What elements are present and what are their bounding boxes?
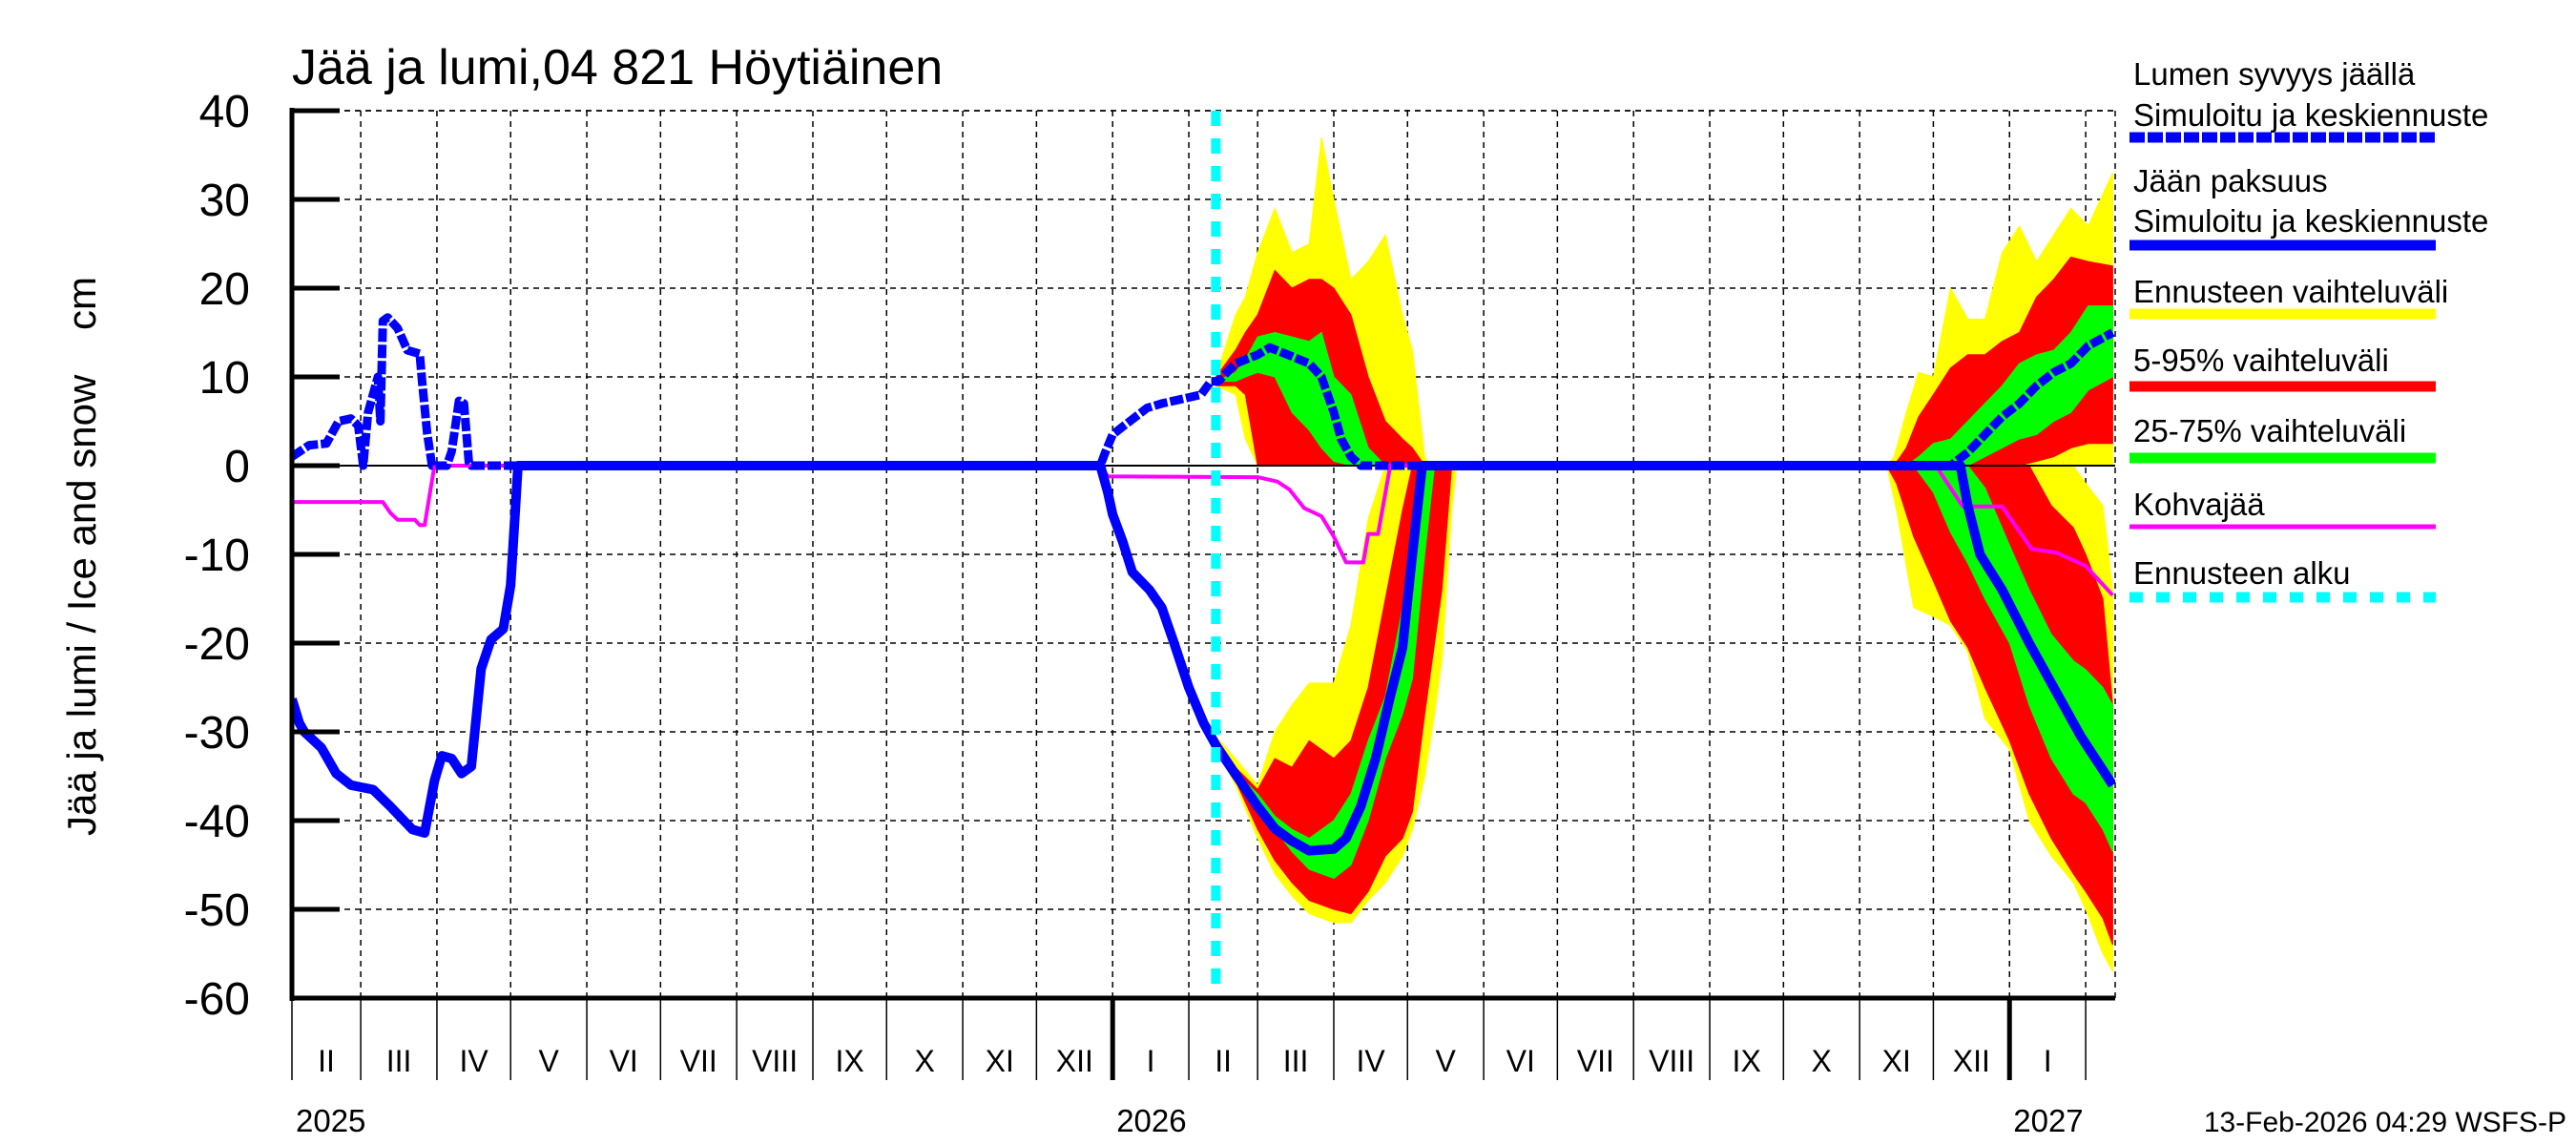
month-label: IX <box>836 1044 864 1078</box>
year-label: 2025 <box>296 1103 365 1138</box>
legend-range-25-75: 25-75% vaihteluväli <box>2129 413 2436 464</box>
legend-label: Kohvajää <box>2133 487 2265 522</box>
legend-ice-thickness: Jään paksuus Simuloitu ja keskiennuste <box>2129 163 2488 251</box>
month-label: IV <box>459 1044 488 1078</box>
grid <box>292 110 2116 998</box>
legend-label: Jään paksuus <box>2133 163 2328 198</box>
month-label: II <box>1215 1044 1232 1078</box>
chart-title: Jää ja lumi,04 821 Höytiäinen <box>292 40 943 95</box>
month-label: VII <box>680 1044 717 1078</box>
legend-label: Simuloitu ja keskiennuste <box>2133 97 2488 133</box>
month-label: X <box>1812 1044 1832 1078</box>
month-label: VIII <box>752 1044 798 1078</box>
legend: Lumen syvyys jäällä Simuloitu ja keskienn… <box>2129 56 2488 603</box>
month-label: I <box>1147 1044 1155 1078</box>
month-label: VI <box>1506 1044 1535 1078</box>
month-label: XI <box>986 1044 1014 1078</box>
month-label: X <box>915 1044 935 1078</box>
month-label: XII <box>1953 1044 1990 1078</box>
range-band-25-75 <box>1215 331 1430 467</box>
month-label: IX <box>1733 1044 1761 1078</box>
y-tick-label: -10 <box>184 531 250 581</box>
legend-range-5-95: 5-95% vaihteluväli <box>2129 343 2436 392</box>
y-tick-label: 10 <box>199 353 250 404</box>
legend-label: Lumen syvyys jäällä <box>2133 56 2416 92</box>
legend-label: 25-75% vaihteluväli <box>2133 413 2406 448</box>
y-tick-label: -20 <box>184 619 250 670</box>
month-label: I <box>2044 1044 2052 1078</box>
y-tick-label: 40 <box>199 87 250 137</box>
legend-slush-ice: Kohvajää <box>2129 487 2436 530</box>
month-label: XII <box>1056 1044 1093 1078</box>
legend-label: 5-95% vaihteluväli <box>2133 343 2389 378</box>
y-tick-label: -50 <box>184 885 250 936</box>
year-label: 2027 <box>2013 1103 2083 1138</box>
legend-snow-depth: Lumen syvyys jäällä Simuloitu ja keskienn… <box>2129 56 2488 143</box>
y-tick-label: 0 <box>224 442 250 492</box>
y-tick-label: 20 <box>199 264 250 315</box>
month-label: III <box>1283 1044 1309 1078</box>
y-tick-label: -30 <box>184 708 250 759</box>
legend-label: Simuloitu ja keskiennuste <box>2133 203 2488 239</box>
legend-label: Ennusteen alku <box>2133 555 2351 591</box>
month-label: V <box>538 1044 559 1078</box>
month-label: VIII <box>1649 1044 1694 1078</box>
year-label: 2026 <box>1116 1103 1186 1138</box>
y-tick-label: -60 <box>184 974 250 1025</box>
snow-depth-line <box>292 313 2115 470</box>
ice-thickness-line <box>292 461 2115 856</box>
month-label: VI <box>610 1044 638 1078</box>
forecast-bands <box>1215 136 2113 974</box>
y-tick-label: -40 <box>184 797 250 847</box>
month-label: IV <box>1357 1044 1386 1078</box>
legend-label: Ennusteen vaihteluväli <box>2133 274 2448 309</box>
month-label: V <box>1436 1044 1457 1078</box>
month-label: XI <box>1882 1044 1911 1078</box>
footer-timestamp: 13-Feb-2026 04:29 WSFS-P <box>2204 1107 2566 1138</box>
y-axis-label: Jää ja lumi / Ice and snow cm <box>59 277 104 836</box>
month-label: III <box>386 1044 412 1078</box>
slush-ice-line <box>292 464 2114 597</box>
legend-forecast-start: Ennusteen alku <box>2129 555 2436 603</box>
month-label: II <box>318 1044 335 1078</box>
series-lines <box>292 111 2115 998</box>
month-label: VII <box>1577 1044 1614 1078</box>
legend-forecast-range: Ennusteen vaihteluväli <box>2129 274 2448 320</box>
y-tick-label: 30 <box>199 176 250 226</box>
